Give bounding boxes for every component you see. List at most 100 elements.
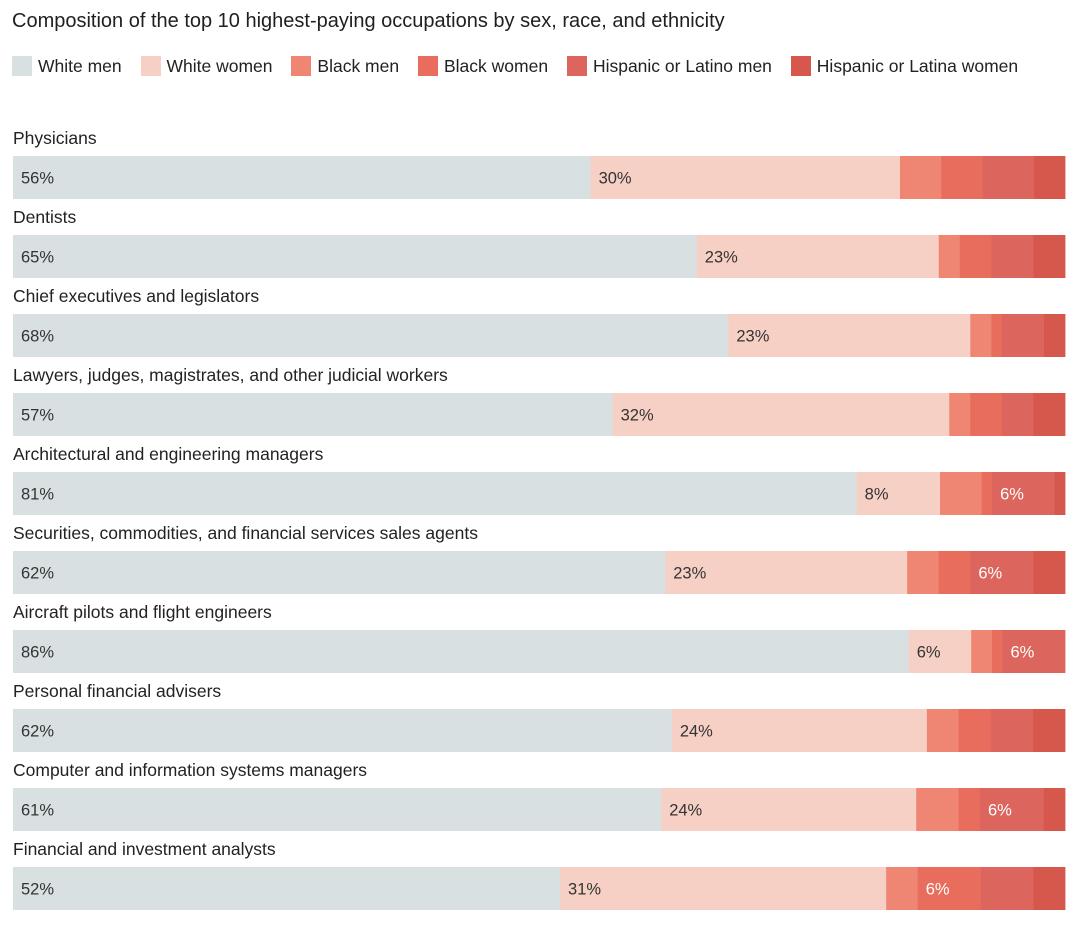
category-label: Lawyers, judges, magistrates, and other … [13,365,448,385]
data-label: 32% [621,407,654,425]
bar-segment [958,709,992,752]
legend-item: Hispanic or Latina women [790,56,1018,76]
data-label: 6% [917,644,941,662]
category-label: Personal financial advisers [13,681,221,701]
bar-segment [971,630,993,673]
bar-segment [13,551,666,594]
category-label: Dentists [13,207,76,227]
data-label: 6% [988,802,1012,820]
legend-swatch [566,56,587,76]
category-label: Architectural and engineering managers [13,444,324,464]
data-label: 24% [680,723,713,741]
bar-segment [992,630,1003,673]
data-label: 61% [21,802,54,820]
bar-segment [938,551,971,594]
bar-segment [1001,314,1045,357]
bar-segment [728,314,971,357]
bar-segment [1033,235,1066,278]
bar-segment [612,393,950,436]
bar-segment [899,156,942,199]
legend-label: Black men [317,56,400,76]
bar-segment [941,156,983,199]
data-label: 30% [599,170,632,188]
category-label: Securities, commodities, and financial s… [13,523,478,543]
data-label: 24% [669,802,702,820]
bar-segment [1033,867,1066,910]
bar-segment [991,314,1003,357]
bar-segment [560,867,887,910]
bar-segment [938,235,961,278]
bar-segment [982,156,1035,199]
legend-label: Black women [443,56,549,76]
data-label: 6% [926,881,950,899]
bar-segment [13,788,662,831]
bar-segment [991,235,1034,278]
category-label: Computer and information systems manager… [13,760,367,780]
bar-segment [992,472,1055,515]
bar-segment [1033,393,1066,436]
category-label: Chief executives and legislators [13,286,259,306]
data-label: 8% [865,486,889,504]
bar-segment [13,472,858,515]
bar-segment [696,235,940,278]
bar-segment [665,551,908,594]
bar-segment [908,630,972,673]
legend-label: White men [38,56,122,76]
data-label: 6% [978,565,1002,583]
bar-segment [1034,156,1066,199]
legend-swatch [790,56,811,76]
legend-label: Hispanic or Latino men [592,56,772,76]
bar-segment [949,393,971,436]
bar-segment [1001,393,1034,436]
data-label: 31% [568,881,601,899]
bar-segment [671,709,928,752]
bar-segment [13,630,910,673]
data-label: 52% [21,881,54,899]
bar-segment [907,551,940,594]
bar-segment [940,472,983,515]
data-label: 6% [1011,644,1035,662]
legend-swatch [417,56,438,76]
data-label: 68% [21,328,54,346]
bar-segment [970,551,1034,594]
bar-segment [970,314,992,357]
data-label: 62% [21,565,54,583]
bar-segment [958,788,981,831]
bar-segment [1054,472,1066,515]
data-label: 62% [21,723,54,741]
bar-segment [1043,314,1066,357]
data-label: 23% [673,565,706,583]
legend-swatch [12,56,32,76]
legend-swatch [291,56,312,76]
bar-segment [590,156,901,199]
bar-segment [13,709,673,752]
bar-segment [916,788,960,831]
legend-item: White women [140,56,273,76]
bar-segment [1043,788,1066,831]
legend: White men White women Black men Black wo… [12,52,1082,80]
data-label: 81% [21,486,54,504]
bar-segment [990,709,1034,752]
bar-segment [970,393,1003,436]
bar-segment [661,788,917,831]
data-label: 23% [705,249,738,267]
data-label: 6% [1000,486,1024,504]
data-label: 65% [21,249,54,267]
legend-item: Hispanic or Latino men [566,56,772,76]
bar-segment [13,314,729,357]
bar-segment [926,709,960,752]
data-label: 57% [21,407,54,425]
chart-title: Composition of the top 10 highest-paying… [12,10,725,32]
bar-segment [980,867,1034,910]
bar-segment [981,472,993,515]
bar-segment [1002,630,1066,673]
data-label: 23% [736,328,769,346]
data-label: 86% [21,644,54,662]
legend-swatch [140,56,161,76]
bar-segment [13,867,561,910]
bar-segment [917,867,982,910]
legend-item: Black women [417,56,549,76]
bar-segment [13,393,614,436]
bar-segment [886,867,919,910]
bar-segment [979,788,1045,831]
